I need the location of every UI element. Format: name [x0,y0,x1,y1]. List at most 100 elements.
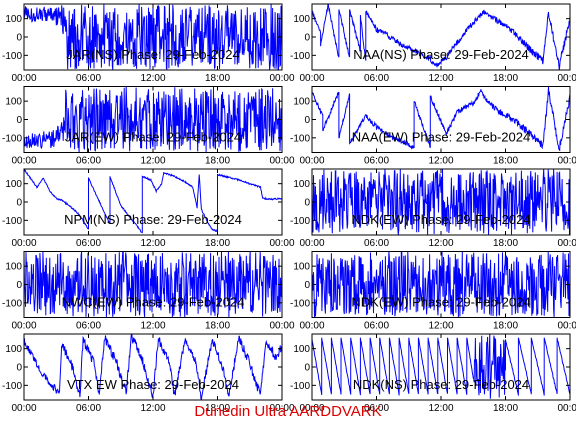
x-tick-label: 00:00 [11,156,36,167]
x-tick-label: 18:00 [493,73,518,84]
x-tick-label: 18:00 [493,238,518,249]
y-tick-label: 0 [304,33,310,44]
y-tick-label: -100 [2,133,22,144]
x-tick-label: 00:00 [269,238,294,249]
panel-7: 100 0 -100 00:00 06:00 12:00 18:00 00:00 NWC(EW)… [2,251,295,332]
y-tick-label: -100 [290,51,310,62]
station-caption: Dunedin Ultra AARDDVARK [194,403,382,420]
panel-title: NWC(EW) Phase: 29-Feb-2024 [62,295,245,310]
y-tick-label: 100 [5,179,22,190]
x-tick-label: 00:00 [269,73,294,84]
x-tick-label: 18:00 [493,403,518,414]
y-tick-label: 0 [16,33,22,44]
panel-title: NAA(NS) Phase: 29-Feb-2024 [353,47,529,62]
y-tick-label: 100 [293,97,310,108]
x-tick-label: 18:00 [205,73,230,84]
x-tick-label: 06:00 [76,321,101,332]
series-line [312,334,570,399]
x-tick-label: 12:00 [428,321,453,332]
x-tick-label: 12:00 [140,403,165,414]
x-tick-label: 00:00 [299,403,324,414]
x-tick-label: 00:00 [557,73,576,84]
panel-title: JAR(NS) Phase: 29-Feb-2024 [66,47,239,62]
panel-9: 100 0 -100 00:00 06:00 12:00 18:00 00:00 VTX EW … [2,333,295,414]
series-line [312,169,570,235]
x-tick-label: 12:00 [428,156,453,167]
x-tick-label: 12:00 [428,238,453,249]
series-line [24,334,282,400]
panel-title: NDK(EW) Phase: 29-Feb-2024 [351,212,530,227]
y-tick-label: 100 [293,344,310,355]
x-tick-label: 12:00 [140,321,165,332]
panel-title: JAR(EW) Phase: 29-Feb-2024 [65,130,241,145]
x-tick-label: 06:00 [364,156,389,167]
x-tick-label: 06:00 [364,73,389,84]
panel-2: 100 0 -100 00:00 06:00 12:00 18:00 00:00 NAA(NS)… [290,3,576,84]
y-tick-label: 0 [16,198,22,209]
x-tick-label: 06:00 [76,403,101,414]
x-tick-label: 18:00 [205,403,230,414]
x-tick-label: 12:00 [428,73,453,84]
x-tick-label: 18:00 [205,321,230,332]
x-tick-label: 06:00 [76,156,101,167]
y-tick-label: 0 [304,115,310,126]
y-tick-label: 100 [5,344,22,355]
x-tick-label: 12:00 [140,238,165,249]
panel-title: NDK(NS) Phase: 29-Feb-2024 [353,377,529,392]
x-tick-label: 18:00 [205,156,230,167]
x-tick-label: 06:00 [76,238,101,249]
y-tick-label: 0 [304,363,310,374]
panel-6: 100 0 -100 00:00 06:00 12:00 18:00 00:00 NDK(EW)… [290,168,576,249]
x-tick-label: 00:00 [299,238,324,249]
y-tick-label: 100 [293,262,310,273]
panel-title: NPM(NS) Phase: 29-Feb-2024 [64,212,242,227]
panel-4: 100 0 -100 00:00 06:00 12:00 18:00 00:00 NAA(EW)… [290,86,576,167]
panel-3: 100 0 -100 00:00 06:00 12:00 18:00 00:00 JAR(EW)… [2,86,295,167]
x-tick-label: 00:00 [557,403,576,414]
panel-title: NDK(EW) Phase: 29-Feb-2024 [351,295,530,310]
x-tick-label: 00:00 [299,321,324,332]
x-tick-label: 00:00 [269,403,294,414]
x-tick-label: 06:00 [364,403,389,414]
y-tick-label: -100 [2,298,22,309]
series-line [24,86,282,153]
y-tick-label: -100 [290,133,310,144]
y-tick-label: -100 [290,381,310,392]
series-line [312,86,570,152]
y-tick-label: -100 [2,216,22,227]
y-tick-label: -100 [2,381,22,392]
x-tick-label: 00:00 [269,156,294,167]
x-tick-label: 06:00 [364,238,389,249]
panel-1: 100 0 -100 00:00 06:00 12:00 18:00 00:00 JAR(NS)… [2,3,295,84]
y-tick-label: 0 [16,363,22,374]
x-tick-label: 18:00 [205,238,230,249]
y-tick-label: 100 [5,262,22,273]
series-line [24,169,282,234]
x-tick-label: 00:00 [299,156,324,167]
x-tick-label: 00:00 [11,238,36,249]
y-tick-label: -100 [2,51,22,62]
x-tick-label: 00:00 [11,73,36,84]
panel-5: 100 0 -100 00:00 06:00 12:00 18:00 00:00 NPM(NS)… [2,168,295,249]
x-tick-label: 06:00 [364,321,389,332]
y-tick-label: 100 [293,14,310,25]
y-tick-label: 100 [5,97,22,108]
y-tick-label: 0 [304,280,310,291]
series-line [24,251,282,318]
series-line [312,4,570,70]
y-tick-label: 0 [16,115,22,126]
x-tick-label: 12:00 [428,403,453,414]
panel-title: NAA(EW) Phase: 29-Feb-2024 [352,130,530,145]
y-tick-label: 0 [16,280,22,291]
y-tick-label: 0 [304,198,310,209]
y-tick-label: 100 [5,14,22,25]
panel-title: VTX EW Phase: 29-Feb-2024 [67,377,239,392]
y-tick-label: -100 [290,298,310,309]
x-tick-label: 00:00 [557,321,576,332]
x-tick-label: 12:00 [140,73,165,84]
series-line [312,251,570,318]
x-tick-label: 00:00 [269,321,294,332]
panel-10: 100 0 -100 00:00 06:00 12:00 18:00 00:00 NDK(NS)… [290,333,576,414]
panel-8: 100 0 -100 00:00 06:00 12:00 18:00 00:00 NDK(EW)… [290,251,576,332]
